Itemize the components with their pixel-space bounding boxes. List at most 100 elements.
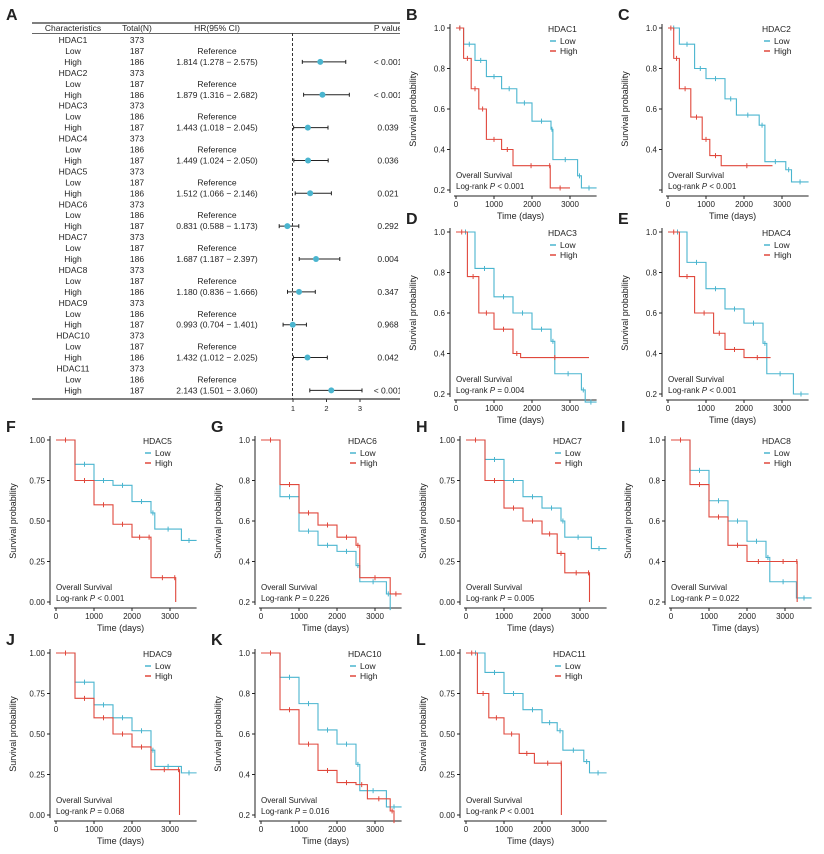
y-tick-label: 1.0 — [434, 24, 446, 33]
total-n: 373 — [130, 166, 144, 176]
x-tick-label: 2000 — [328, 612, 346, 621]
legend-title: HDAC11 — [553, 649, 586, 659]
km-plot-hdac11: L 0.00 0.25 0.50 0.75 1.00 0 1000 2000 3000 Time (… — [416, 632, 607, 846]
p-value: = 0.226 — [300, 594, 330, 603]
y-tick-label: 0.8 — [239, 690, 251, 699]
panel-letter: J — [6, 632, 15, 649]
x-tick-label: 2000 — [328, 825, 346, 834]
annotation-title: Overall Survival — [466, 796, 522, 805]
p-value: 0.042 — [377, 353, 399, 363]
x-axis-title: Time (days) — [709, 211, 756, 221]
low-label: Low — [65, 112, 81, 122]
panel-letter: G — [211, 419, 223, 436]
legend-title: HDAC4 — [762, 228, 791, 238]
y-tick-label: 0.4 — [649, 558, 661, 567]
y-axis-title: Survival probability — [418, 483, 428, 559]
legend-high-label: High — [360, 458, 378, 468]
logrank-prefix: Log-rank — [56, 807, 90, 816]
reference-label: Reference — [197, 374, 236, 384]
x-tick-label: 0 — [54, 825, 59, 834]
low-survival-curve — [56, 652, 197, 774]
legend-high-label: High — [774, 250, 792, 260]
p-symbol: P — [702, 386, 708, 395]
low-n: 187 — [130, 276, 144, 286]
y-tick-label: 1.00 — [29, 649, 45, 658]
y-tick-label: 1.0 — [649, 436, 661, 445]
legend-high-label: High — [360, 671, 378, 681]
p-symbol: P — [490, 182, 496, 191]
km-plot-hdac9: J 0.00 0.25 0.50 0.75 1.00 0 1000 2000 3000 Time (… — [6, 632, 197, 846]
y-tick-label: 0.75 — [29, 477, 45, 486]
total-n: 373 — [130, 199, 144, 209]
low-survival-curve — [261, 439, 391, 611]
y-tick-label: 0.00 — [439, 811, 455, 820]
y-tick-label: 1.0 — [239, 436, 251, 445]
p-value: = 0.004 — [495, 386, 525, 395]
panel-letter: E — [618, 211, 629, 228]
x-tick-label: 0 — [54, 612, 59, 621]
logrank-annotation: Log-rank P < 0.001 — [456, 182, 525, 191]
hr-point — [328, 387, 335, 394]
y-tick-label: 0.00 — [29, 811, 45, 820]
x-tick-label: 0 — [259, 825, 264, 834]
logrank-prefix: Log-rank — [456, 182, 490, 191]
low-n: 187 — [130, 79, 144, 89]
p-value: < 0.001 — [707, 386, 737, 395]
y-tick-label: 0.25 — [439, 771, 455, 780]
x-axis-title: Time (days) — [712, 623, 759, 633]
y-tick-label: 0.6 — [646, 309, 658, 318]
x-tick-label: 0 — [666, 200, 671, 209]
low-survival-curve — [261, 652, 402, 808]
y-tick-label: 0.4 — [434, 350, 446, 359]
km-plot-hdac10: K 0.2 0.4 0.6 0.8 1.0 0 1000 2000 3000 Time (days)… — [211, 632, 402, 846]
x-axis-title: Time (days) — [497, 211, 544, 221]
x-axis-title: Time (days) — [302, 623, 349, 633]
high-survival-curve — [456, 231, 589, 359]
x-axis-title: Time (days) — [507, 623, 554, 633]
hr-point — [305, 157, 312, 164]
x-tick-label: 1000 — [85, 825, 103, 834]
low-label: Low — [65, 79, 81, 89]
y-tick-label: 0.75 — [439, 477, 455, 486]
hr-ci-text: 1.443 (1.018 − 2.045) — [176, 123, 258, 133]
high-label: High — [64, 353, 82, 363]
hr-point — [304, 124, 311, 131]
logrank-prefix: Log-rank — [56, 594, 90, 603]
x-tick-label: 2000 — [123, 825, 141, 834]
x-tick-label: 3000 — [161, 825, 179, 834]
logrank-prefix: Log-rank — [668, 182, 702, 191]
legend-title: HDAC6 — [348, 436, 377, 446]
p-value: 0.021 — [377, 188, 399, 198]
reference-label: Reference — [197, 243, 236, 253]
total-n: 373 — [130, 101, 144, 111]
hr-point — [317, 58, 324, 65]
y-tick-label: 0.8 — [646, 65, 658, 74]
legend-low-label: Low — [155, 661, 171, 671]
low-n: 186 — [130, 210, 144, 220]
total-n: 373 — [130, 331, 144, 341]
x-tick-label: 3 — [358, 404, 362, 413]
reference-label: Reference — [197, 177, 236, 187]
reference-label: Reference — [197, 46, 236, 56]
x-axis-title: Time (days) — [497, 415, 544, 425]
low-label: Low — [65, 309, 81, 319]
logrank-annotation: Log-rank P < 0.001 — [466, 807, 535, 816]
x-tick-label: 1000 — [697, 200, 715, 209]
high-n: 186 — [130, 254, 144, 264]
p-value: = 0.022 — [710, 594, 740, 603]
total-n: 373 — [130, 298, 144, 308]
gene-label: HDAC6 — [59, 199, 88, 209]
x-axis-title: Time (days) — [507, 836, 554, 846]
high-n: 186 — [130, 188, 144, 198]
logrank-annotation: Log-rank P < 0.001 — [56, 594, 125, 603]
p-value: < 0.001 — [505, 807, 535, 816]
hr-ci-text: 1.180 (0.836 − 1.666) — [176, 287, 258, 297]
total-n: 373 — [130, 232, 144, 242]
y-axis-title: Survival probability — [213, 696, 223, 772]
hr-point — [284, 223, 291, 230]
panel-letter: D — [406, 211, 418, 228]
legend-low-label: Low — [360, 448, 376, 458]
high-n: 187 — [130, 385, 144, 395]
y-axis-title: Survival probability — [213, 483, 223, 559]
y-tick-label: 0.50 — [29, 517, 45, 526]
